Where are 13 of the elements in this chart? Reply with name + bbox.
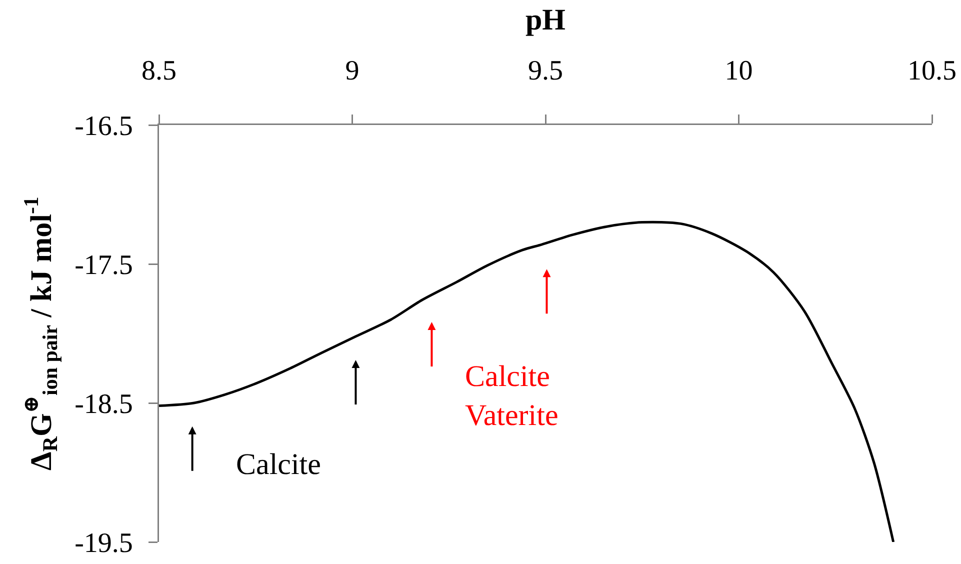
y-tick-label: -19.5 <box>74 528 133 559</box>
line-series <box>159 220 895 542</box>
y-tick-label: -18.5 <box>74 388 133 420</box>
x-tick-label: 8.5 <box>142 55 176 86</box>
annotation: Calcite <box>236 448 321 481</box>
y-tick-label: -17.5 <box>74 250 133 281</box>
y-tick-label: -16.5 <box>74 110 133 142</box>
x-tick-label: 9 <box>345 55 360 86</box>
x-axis-title: pH <box>525 4 566 37</box>
x-tick-label: 10.5 <box>908 55 956 86</box>
annotation: Calcite Vaterite <box>465 360 558 432</box>
x-tick-label: 9.5 <box>528 55 563 86</box>
x-tick-label: 10 <box>724 55 753 86</box>
